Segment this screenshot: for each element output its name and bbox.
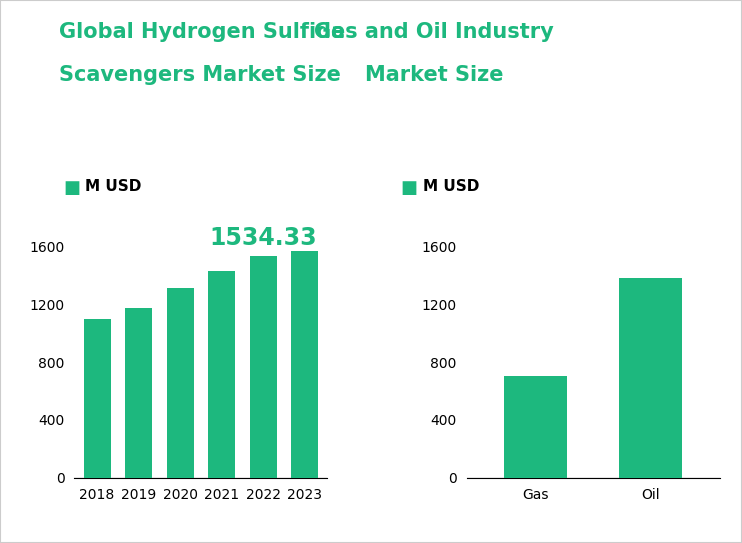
Text: Scavengers Market Size: Scavengers Market Size — [59, 65, 341, 85]
Bar — [166, 288, 194, 478]
Text: Global Hydrogen Sulfide: Global Hydrogen Sulfide — [59, 22, 346, 42]
Text: Market Size: Market Size — [365, 65, 503, 85]
Text: ■: ■ — [63, 179, 80, 197]
Bar — [208, 271, 235, 478]
Text: ■: ■ — [401, 179, 418, 197]
Bar — [291, 251, 318, 478]
Bar — [619, 278, 683, 478]
Text: Gas and Oil Industry: Gas and Oil Industry — [314, 22, 554, 42]
Bar — [504, 376, 568, 478]
Text: M USD: M USD — [423, 179, 479, 194]
Text: M USD: M USD — [85, 179, 142, 194]
Bar — [249, 256, 277, 478]
Text: 1534.33: 1534.33 — [209, 226, 317, 250]
Bar — [125, 308, 152, 478]
Bar — [84, 319, 111, 478]
